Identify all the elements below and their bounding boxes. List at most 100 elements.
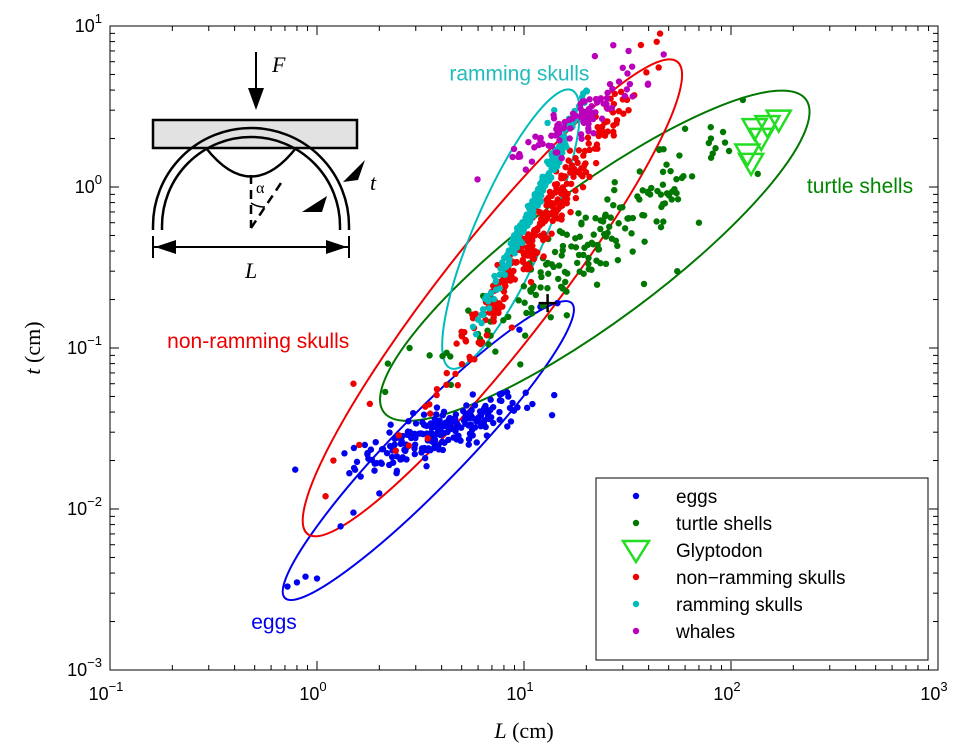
point-eggs	[420, 421, 428, 429]
y-tick-label: 100	[75, 172, 102, 197]
point-eggs	[388, 453, 396, 461]
point-turtle-shells	[406, 344, 413, 352]
point-ramming-skulls	[505, 259, 513, 266]
point-eggs	[427, 446, 434, 454]
point-non-ramming-skulls	[422, 403, 429, 410]
point-non-ramming-skulls	[539, 216, 547, 224]
point-turtle-shells	[547, 314, 554, 321]
point-ramming-skulls	[517, 238, 524, 245]
point-eggs	[529, 400, 536, 408]
point-eggs	[522, 389, 529, 396]
point-eggs	[468, 407, 475, 414]
point-whales	[567, 125, 574, 132]
point-eggs	[364, 449, 371, 457]
point-non-ramming-skulls	[577, 170, 584, 178]
point-eggs	[468, 426, 476, 433]
point-turtle-shells	[544, 284, 551, 292]
point-whales	[591, 52, 599, 60]
point-eggs	[401, 446, 408, 454]
point-turtle-shells	[582, 214, 589, 221]
point-ramming-skulls	[485, 305, 493, 312]
point-turtle-shells	[674, 196, 682, 203]
point-non-ramming-skulls	[405, 442, 413, 449]
point-non-ramming-skulls	[599, 128, 606, 136]
point-whales	[660, 51, 667, 58]
point-turtle-shells	[538, 273, 545, 281]
ellipse-turtle-shells	[379, 89, 811, 422]
point-eggs	[504, 423, 511, 430]
shell-outer-arc	[151, 126, 351, 230]
point-turtle-shells	[564, 270, 571, 277]
point-non-ramming-skulls	[433, 391, 440, 399]
point-turtle-shells	[654, 187, 661, 195]
point-eggs	[510, 407, 518, 414]
point-non-ramming-skulls	[540, 253, 547, 260]
point-turtle-shells	[709, 150, 716, 157]
point-non-ramming-skulls	[452, 370, 459, 378]
points-layer	[284, 30, 793, 590]
point-turtle-shells	[597, 225, 604, 233]
point-turtle-shells	[575, 210, 582, 217]
point-whales	[603, 100, 610, 108]
point-non-ramming-skulls	[546, 188, 554, 196]
thickness-arrowhead-upper-icon	[343, 160, 365, 182]
point-turtle-shells	[384, 360, 392, 367]
point-non-ramming-skulls	[637, 41, 645, 49]
point-ramming-skulls	[544, 119, 551, 127]
point-whales	[629, 93, 636, 100]
point-whales	[552, 132, 559, 139]
point-eggs	[463, 402, 470, 409]
point-non-ramming-skulls	[610, 128, 617, 136]
point-non-ramming-skulls	[543, 234, 550, 242]
point-turtle-shells	[537, 284, 544, 291]
point-eggs	[427, 429, 435, 436]
point-turtle-shells	[607, 214, 614, 221]
point-eggs	[393, 469, 400, 477]
point-whales	[585, 127, 592, 135]
point-turtle-shells	[585, 260, 592, 268]
point-turtle-shells	[585, 254, 592, 262]
point-turtle-shells	[605, 223, 613, 230]
point-non-ramming-skulls	[548, 230, 555, 237]
point-non-ramming-skulls	[580, 152, 587, 159]
point-turtle-shells	[707, 135, 715, 142]
point-eggs	[487, 406, 494, 414]
point-whales	[581, 98, 588, 105]
point-non-ramming-skulls	[653, 38, 660, 45]
point-non-ramming-skulls	[527, 278, 535, 286]
point-ramming-skulls	[511, 243, 519, 251]
point-eggs	[353, 458, 361, 466]
point-turtle-shells	[544, 259, 551, 267]
point-non-ramming-skulls	[529, 237, 536, 244]
point-turtle-shells	[616, 204, 624, 211]
point-turtle-shells	[614, 256, 622, 264]
legend-marker-ramming-skulls	[632, 600, 640, 608]
point-non-ramming-skulls	[559, 202, 566, 209]
point-ramming-skulls	[496, 271, 503, 278]
point-turtle-shells	[640, 280, 648, 288]
point-ramming-skulls	[545, 169, 553, 177]
point-eggs	[469, 391, 477, 398]
point-turtle-shells	[739, 96, 747, 104]
point-whales	[516, 150, 523, 158]
point-turtle-shells	[636, 168, 643, 175]
point-whales	[623, 86, 631, 93]
point-non-ramming-skulls	[563, 180, 571, 187]
point-turtle-shells	[657, 223, 665, 231]
point-turtle-shells	[517, 361, 524, 368]
point-glyptodon	[747, 127, 776, 153]
force-arrowhead-icon	[248, 88, 264, 110]
point-eggs	[496, 416, 503, 423]
point-whales	[644, 81, 652, 88]
point-eggs	[346, 470, 353, 477]
point-eggs	[383, 449, 391, 457]
point-eggs	[452, 411, 460, 418]
point-whales	[592, 109, 599, 116]
point-non-ramming-skulls	[572, 187, 579, 194]
point-turtle-shells	[572, 235, 579, 242]
point-whales	[592, 95, 600, 103]
point-whales	[604, 89, 611, 96]
point-non-ramming-skulls	[524, 244, 531, 251]
point-ramming-skulls	[526, 210, 533, 217]
point-eggs	[548, 411, 556, 419]
